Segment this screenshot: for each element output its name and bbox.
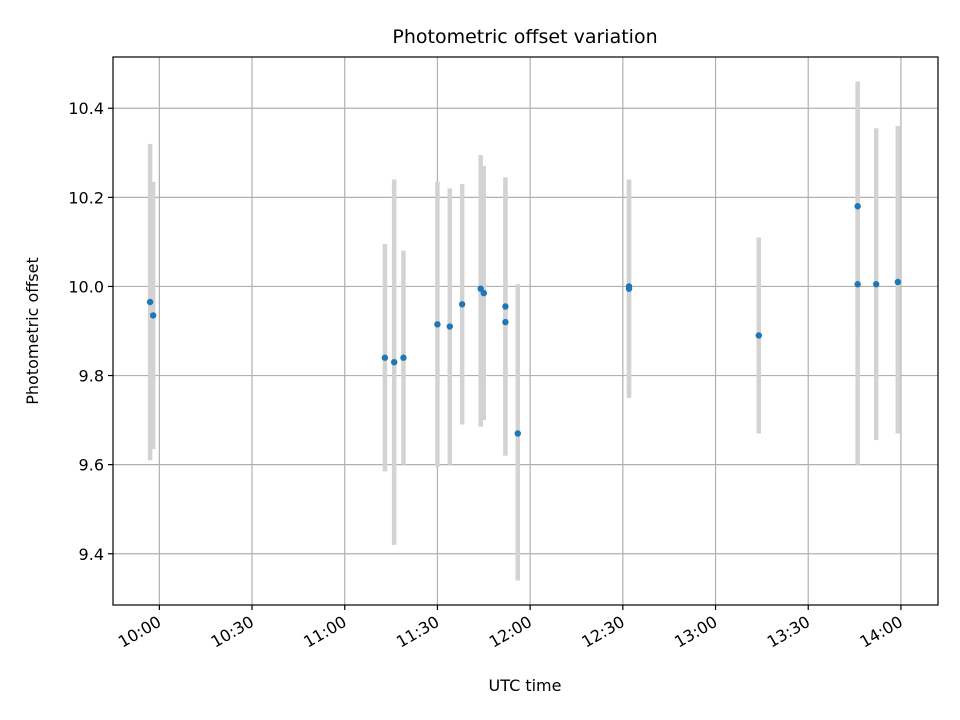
data-point xyxy=(480,289,487,297)
data-point xyxy=(390,358,398,366)
data-point xyxy=(434,321,441,328)
data-point xyxy=(502,318,509,326)
y-tick-label: 10.4 xyxy=(68,99,104,118)
data-point xyxy=(146,298,154,306)
chart-title: Photometric offset variation xyxy=(392,26,657,48)
y-tick-label: 9.8 xyxy=(79,367,104,386)
data-point xyxy=(854,281,861,288)
data-point xyxy=(873,281,880,288)
y-tick-label: 10.2 xyxy=(68,188,104,207)
data-point xyxy=(854,203,861,210)
data-point xyxy=(400,354,407,361)
plot-frame xyxy=(112,56,939,606)
data-point xyxy=(755,332,762,339)
data-point xyxy=(502,303,509,310)
y-axis-title: Photometric offset xyxy=(23,257,42,405)
data-point xyxy=(149,312,157,319)
data-point xyxy=(625,285,633,292)
data-point xyxy=(446,323,453,330)
y-tick-label: 9.6 xyxy=(79,456,104,475)
data-point xyxy=(894,278,902,286)
y-tick-label: 9.4 xyxy=(79,545,104,564)
x-axis-title: UTC time xyxy=(489,676,562,695)
data-point xyxy=(514,430,521,437)
data-point xyxy=(381,354,389,361)
data-point xyxy=(477,285,484,292)
data-point xyxy=(458,301,466,308)
y-tick-label: 10.0 xyxy=(68,277,104,296)
